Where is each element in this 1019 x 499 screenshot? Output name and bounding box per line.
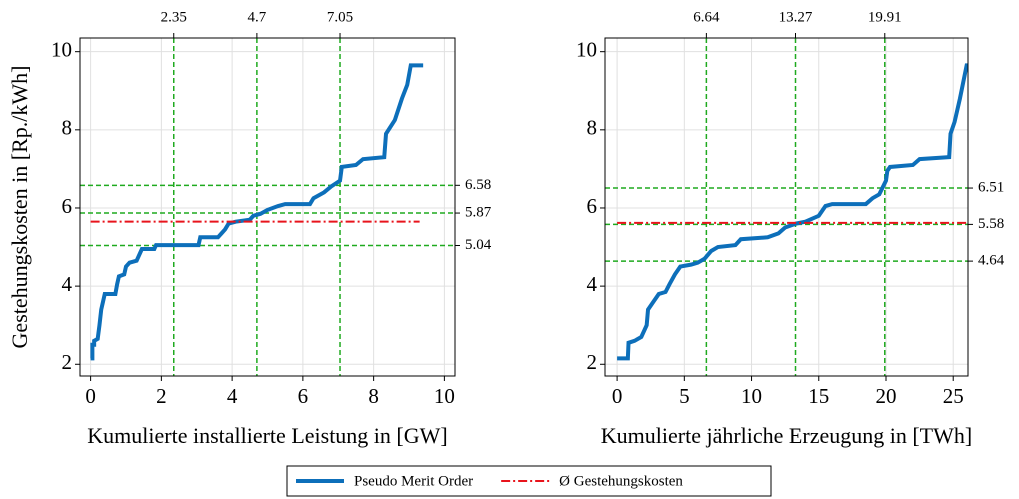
- x2-tick-label: 6.64: [693, 9, 720, 25]
- x-tick-label: 10: [741, 384, 762, 408]
- y-tick-label: 8: [62, 116, 73, 140]
- x-tick-label: 4: [227, 384, 238, 408]
- y-tick-label: 4: [62, 272, 73, 296]
- legend: Pseudo Merit Order Ø Gestehungskosten: [286, 465, 772, 497]
- plot-frame: [79, 37, 456, 377]
- x-tick-label: 8: [368, 384, 379, 408]
- x-tick-label: 15: [808, 384, 829, 408]
- y-axis-label: Gestehungskosten in [Rp./kWh]: [7, 66, 32, 349]
- y-tick-label: 10: [576, 37, 597, 61]
- y2-tick-label: 6.58: [465, 177, 491, 193]
- y-tick-label: 2: [62, 350, 73, 374]
- x2-tick-label: 4.7: [248, 9, 267, 25]
- x-tick-label: 25: [943, 384, 964, 408]
- y2-tick-label: 5.87: [465, 204, 492, 220]
- x2-tick-label: 7.05: [327, 9, 353, 25]
- legend-label: Pseudo Merit Order: [354, 473, 473, 489]
- plot-frame: [604, 37, 969, 377]
- y-tick-label: 4: [587, 272, 598, 296]
- legend-frame: [286, 465, 772, 497]
- y2-tick-label: 5.58: [978, 216, 1004, 232]
- y2-tick-label: 6.51: [978, 179, 1004, 195]
- x-tick-label: 2: [156, 384, 167, 408]
- x-tick-label: 20: [875, 384, 896, 408]
- x-tick-label: 0: [612, 384, 623, 408]
- y2-tick-label: 5.04: [465, 237, 492, 253]
- y-tick-label: 8: [587, 116, 598, 140]
- x2-tick-label: 2.35: [161, 9, 187, 25]
- y2-tick-label: 4.64: [978, 253, 1005, 269]
- subplot: 0 5 10 15 20 25 2 4 6 8 10 6.64 13.27 19.91 4.64 5.58 6.…: [576, 9, 1005, 448]
- x-axis-label: Kumulierte jährliche Erzeugung in [TWh]: [601, 423, 972, 448]
- x-axis-label: Kumulierte installierte Leistung in [GW]: [87, 423, 447, 448]
- series-line: [90, 63, 424, 361]
- x-tick-label: 10: [434, 384, 455, 408]
- legend-label: Ø Gestehungskosten: [559, 473, 683, 489]
- y-tick-label: 2: [587, 350, 598, 374]
- x-tick-label: 5: [679, 384, 690, 408]
- y-tick-label: 6: [62, 194, 73, 218]
- y-tick-label: 10: [51, 37, 72, 61]
- y-tick-label: 6: [587, 194, 598, 218]
- x-tick-label: 6: [298, 384, 309, 408]
- series-line: [617, 63, 968, 361]
- x2-tick-label: 19.91: [868, 9, 902, 25]
- x2-tick-label: 13.27: [779, 9, 813, 25]
- x-tick-label: 0: [85, 384, 96, 408]
